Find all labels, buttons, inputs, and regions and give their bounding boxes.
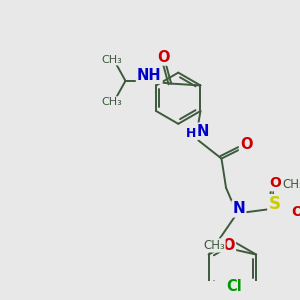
Text: O: O xyxy=(269,176,281,190)
Text: N: N xyxy=(232,201,245,216)
Text: NH: NH xyxy=(137,68,162,83)
Text: Cl: Cl xyxy=(226,279,242,294)
Text: CH₃: CH₃ xyxy=(101,55,122,65)
Text: N: N xyxy=(197,124,209,139)
Text: O: O xyxy=(223,238,235,253)
Text: CH₃: CH₃ xyxy=(282,178,300,191)
Text: O: O xyxy=(158,50,170,64)
Text: H: H xyxy=(186,128,196,140)
Text: CH₃: CH₃ xyxy=(101,97,122,107)
Text: S: S xyxy=(268,195,280,213)
Text: O: O xyxy=(240,137,252,152)
Text: O: O xyxy=(291,205,300,219)
Text: CH₃: CH₃ xyxy=(203,239,225,252)
